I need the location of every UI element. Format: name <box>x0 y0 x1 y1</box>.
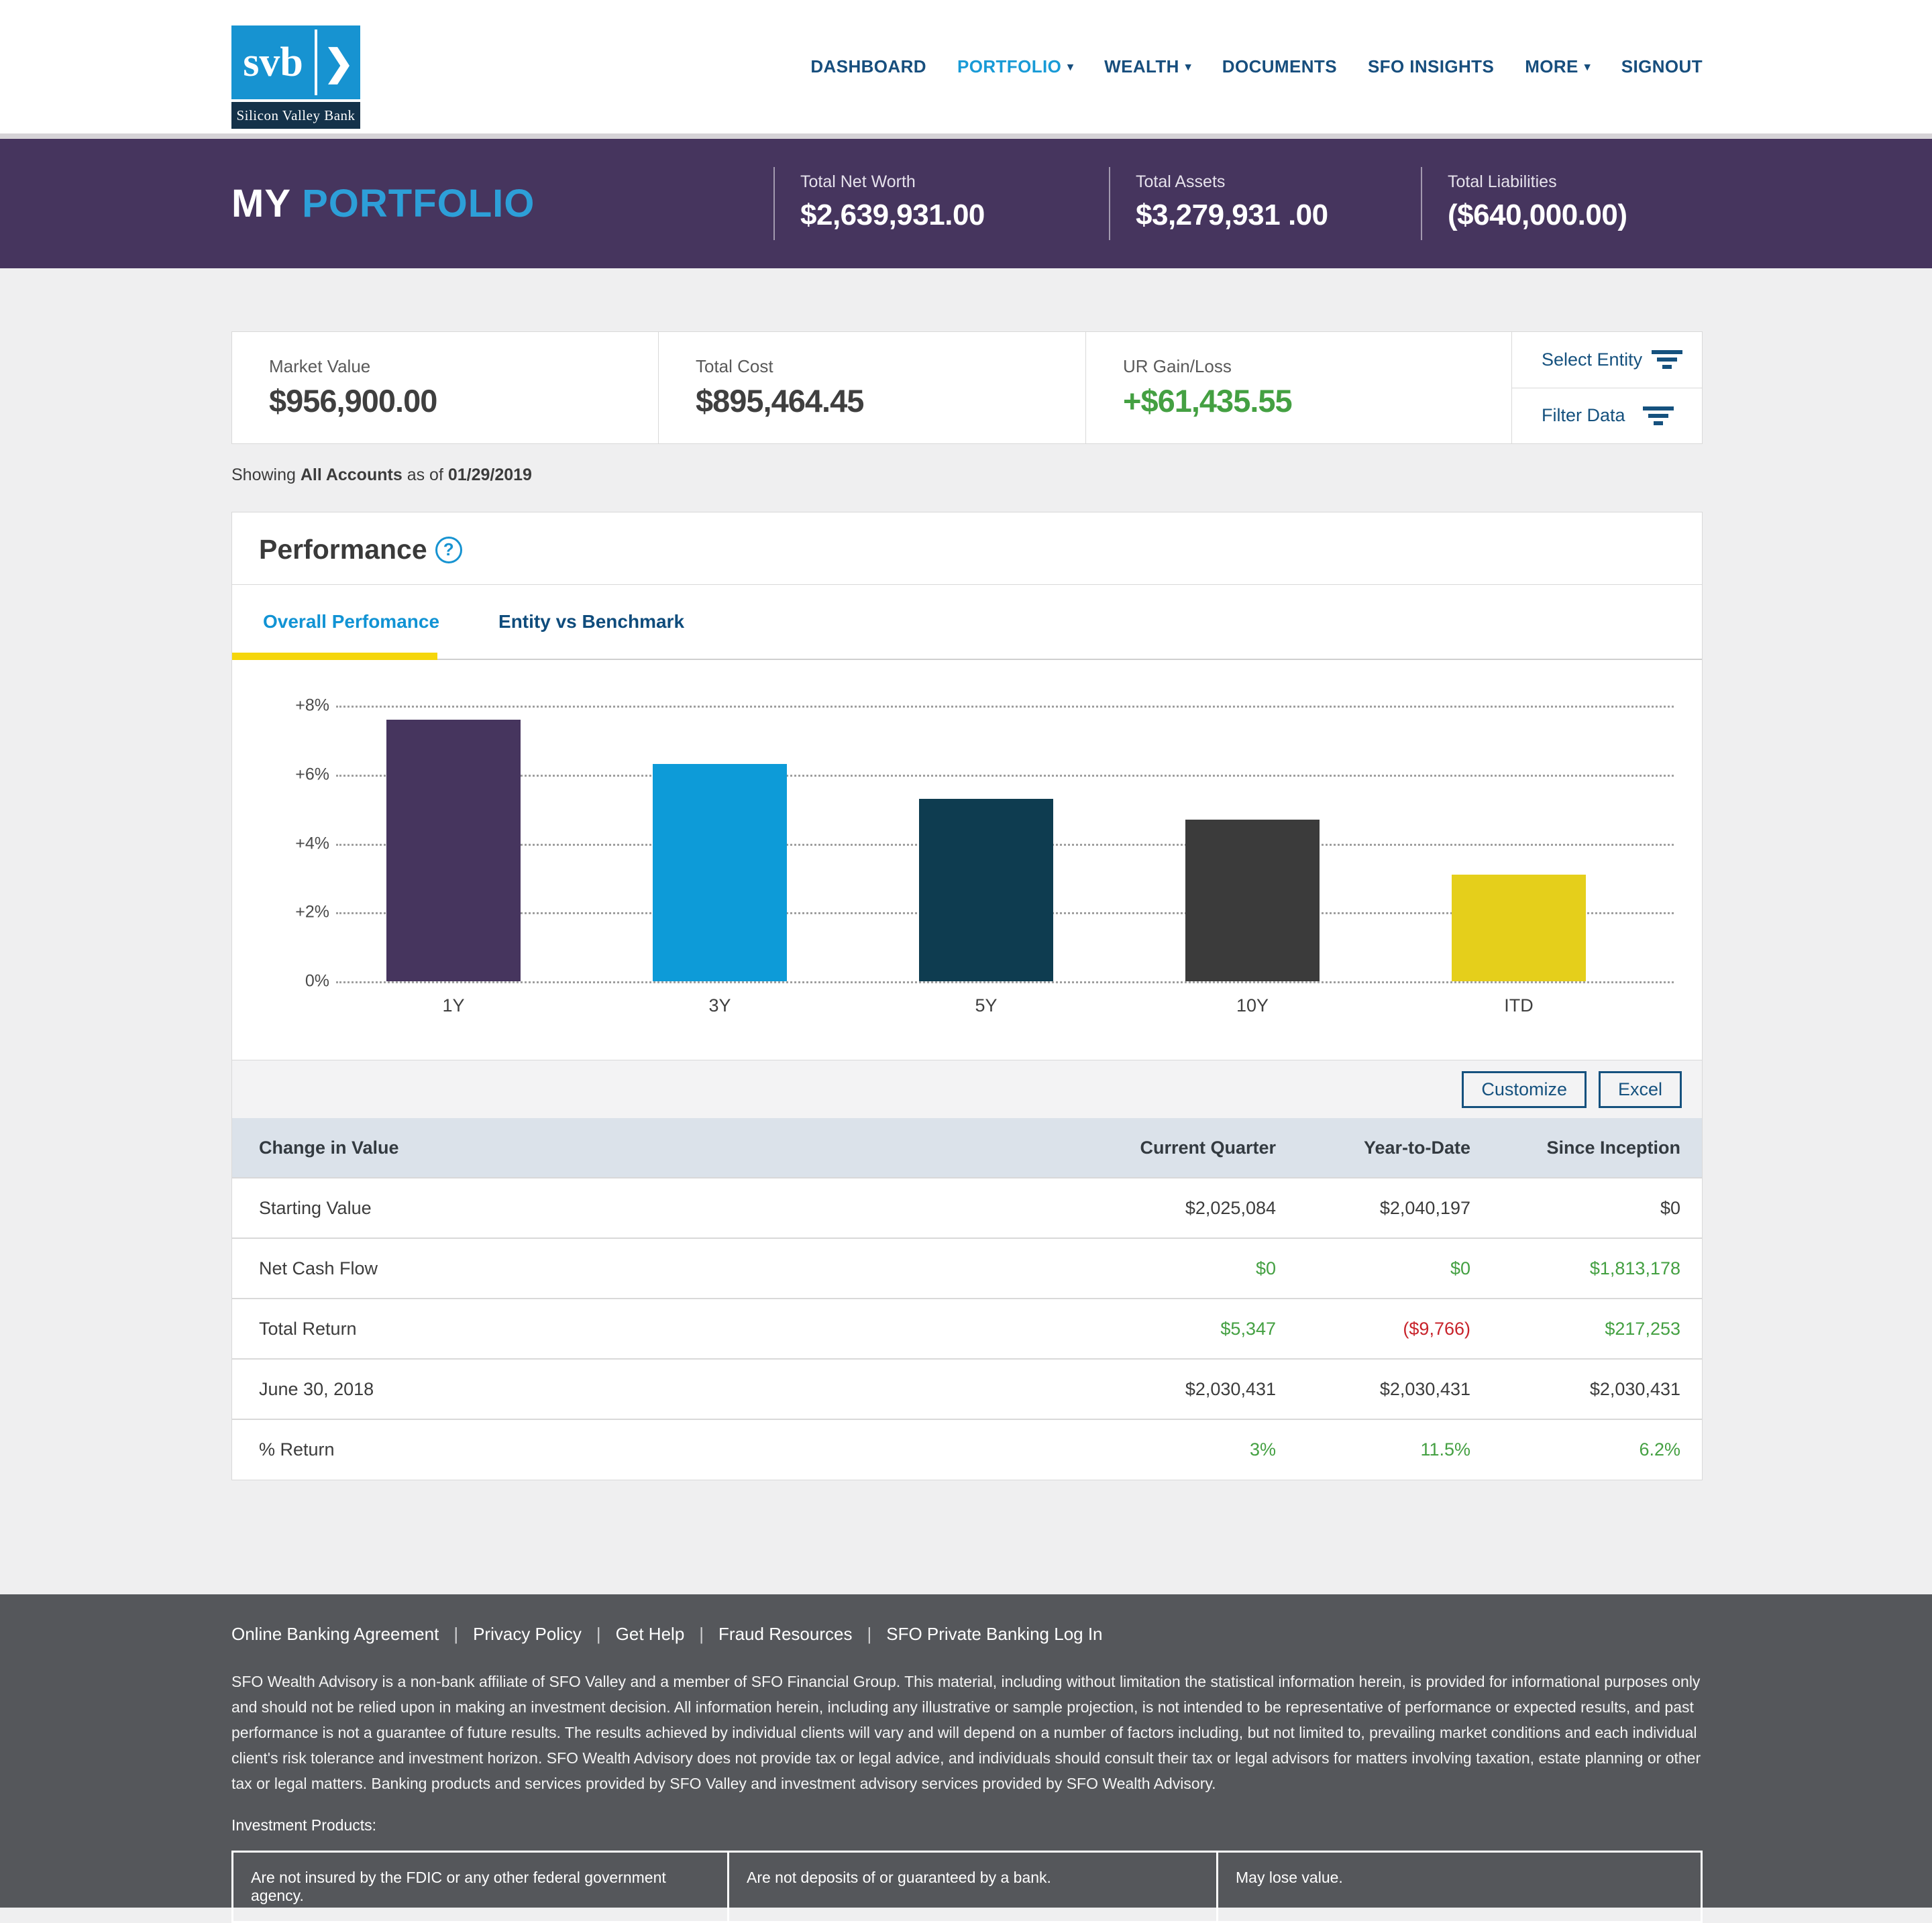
gridline-0% <box>336 981 1674 983</box>
performance-title: Performance <box>259 534 427 565</box>
stat-total-liabilities: Total Liabilities ($640,000.00) <box>1421 167 1703 240</box>
investment-products-label: Investment Products: <box>231 1816 377 1834</box>
y-axis-tick-label: +8% <box>295 696 329 715</box>
table-row: June 30, 2018 $2,030,431 $2,030,431 $2,0… <box>232 1358 1702 1419</box>
col-header-year-to-date: Year-to-Date <box>1283 1118 1477 1178</box>
primary-nav: DASHBOARD PORTFOLIO ▾ WEALTH ▾ DOCUMENTS… <box>810 0 1703 139</box>
nav-item-signout[interactable]: SIGNOUT <box>1621 56 1703 76</box>
svb-logo-divider <box>315 30 317 95</box>
disclosure-cell: May lose value. <box>1216 1853 1701 1921</box>
col-header-since-inception: Since Inception <box>1477 1118 1702 1178</box>
performance-panel: Performance ? Overall Perfomance Entity … <box>231 512 1703 1480</box>
y-axis-tick-label: +6% <box>295 765 329 784</box>
tab-entity-vs-benchmark[interactable]: Entity vs Benchmark <box>498 611 685 632</box>
gridline-+8% <box>336 706 1674 708</box>
performance-bar-chart: 0% +2% +4% +6% +8% 1Y 3Y 5Y 10Y ITD <box>232 660 1702 1060</box>
nav-item-wealth[interactable]: WEALTH ▾ <box>1104 56 1191 76</box>
bar-10Y[interactable] <box>1185 819 1320 981</box>
tab-overall-performance[interactable]: Overall Perfomance <box>263 611 440 632</box>
footer-link-fraud-resources[interactable]: Fraud Resources <box>718 1624 853 1644</box>
nav-bottom-strip <box>0 133 1932 139</box>
select-entity-button[interactable]: Select Entity <box>1512 332 1702 388</box>
page-title: MY PORTFOLIO <box>231 182 535 225</box>
nav-item-more[interactable]: MORE ▾ <box>1525 56 1591 76</box>
table-row: Total Return $5,347 ($9,766) $217,253 <box>232 1298 1702 1359</box>
x-axis-label-ITD: ITD <box>1504 995 1534 1015</box>
svb-logo-text: svb <box>243 39 303 85</box>
table-row: % Return 3% 11.5% 6.2% <box>232 1419 1702 1480</box>
performance-tabs: Overall Perfomance Entity vs Benchmark <box>232 585 1702 660</box>
y-axis-tick-label: 0% <box>305 971 329 991</box>
bar-1Y[interactable] <box>386 719 521 981</box>
investment-products-disclosure-table: Are not insured by the FDIC or any other… <box>231 1851 1703 1923</box>
filter-data-button[interactable]: Filter Data <box>1512 387 1702 444</box>
page-footer: Online Banking Agreement | Privacy Policy… <box>0 1594 1932 1923</box>
showing-accounts-status: Showing All Accounts as of 01/29/2019 <box>231 465 532 484</box>
footer-link-online-banking-agreement[interactable]: Online Banking Agreement <box>231 1624 439 1644</box>
performance-panel-header: Performance ? <box>232 512 1702 585</box>
showing-accounts-value: All Accounts <box>300 465 402 484</box>
stat-total-assets: Total Assets $3,279,931 .00 <box>1109 167 1421 240</box>
bar-5Y[interactable] <box>919 798 1053 981</box>
table-toolbar: Customize Excel <box>232 1060 1702 1118</box>
customize-button[interactable]: Customize <box>1462 1070 1587 1108</box>
bar-3Y[interactable] <box>653 764 787 981</box>
nav-item-documents[interactable]: DOCUMENTS <box>1222 56 1337 76</box>
table-row: Net Cash Flow $0 $0 $1,813,178 <box>232 1238 1702 1299</box>
filter-icon <box>1643 406 1674 425</box>
x-axis-label-3Y: 3Y <box>708 995 731 1015</box>
gridline-+6% <box>336 774 1674 777</box>
svb-logo-box: svb ❯ <box>231 25 360 99</box>
card-ur-gain-loss: UR Gain/Loss +$61,435.55 <box>1085 331 1511 444</box>
bar-ITD[interactable] <box>1452 874 1586 981</box>
col-header-change-in-value: Change in Value <box>232 1118 981 1178</box>
stat-total-net-worth: Total Net Worth $2,639,931.00 <box>773 167 1109 240</box>
active-tab-underline <box>232 653 437 660</box>
footer-links: Online Banking Agreement | Privacy Policy… <box>231 1624 1103 1644</box>
table-header-row: Change in Value Current Quarter Year-to-… <box>232 1118 1702 1178</box>
card-total-cost: Total Cost $895,464.45 <box>658 331 1085 444</box>
table-row: Starting Value $2,025,084 $2,040,197 $0 <box>232 1177 1702 1238</box>
y-axis-tick-label: +2% <box>295 902 329 922</box>
disclosure-cell: Are not insured by the FDIC or any other… <box>251 1869 666 1904</box>
summary-cards-row: Market Value $956,900.00 Total Cost $895… <box>231 331 1703 444</box>
nav-item-portfolio[interactable]: PORTFOLIO ▾ <box>953 0 1078 139</box>
help-icon[interactable]: ? <box>435 536 462 563</box>
nav-item-dashboard[interactable]: DASHBOARD <box>810 56 926 76</box>
svb-chevron-icon: ❯ <box>323 42 354 83</box>
chevron-down-icon: ▾ <box>1067 60 1074 73</box>
footer-link-privacy-policy[interactable]: Privacy Policy <box>473 1624 582 1644</box>
svb-logo-tagline: Silicon Valley Bank <box>231 102 360 129</box>
footer-link-sfo-private-banking-login[interactable]: SFO Private Banking Log In <box>886 1624 1103 1644</box>
chevron-down-icon: ▾ <box>1185 60 1191 73</box>
top-navigation-bar: svb ❯ Silicon Valley Bank DASHBOARD PORT… <box>0 0 1932 139</box>
footer-disclaimer: SFO Wealth Advisory is a non-bank affili… <box>231 1673 1701 1792</box>
y-axis-tick-label: +4% <box>295 834 329 853</box>
portfolio-hero-banner: MY PORTFOLIO Total Net Worth $2,639,931.… <box>0 139 1932 268</box>
x-axis-label-1Y: 1Y <box>442 995 465 1015</box>
chevron-down-icon: ▾ <box>1584 60 1591 73</box>
card-market-value: Market Value $956,900.00 <box>231 331 658 444</box>
nav-item-sfo-insights[interactable]: SFO INSIGHTS <box>1367 56 1495 76</box>
excel-export-button[interactable]: Excel <box>1598 1070 1682 1108</box>
disclosure-cell: Are not deposits of or guaranteed by a b… <box>727 1853 1216 1921</box>
change-in-value-table: Change in Value Current Quarter Year-to-… <box>232 1118 1702 1480</box>
svb-logo[interactable]: svb ❯ Silicon Valley Bank <box>231 25 360 129</box>
card-actions-column: Select Entity Filter Data <box>1511 331 1703 444</box>
hero-stats: Total Net Worth $2,639,931.00 Total Asse… <box>773 167 1703 240</box>
showing-as-of-date: 01/29/2019 <box>447 465 532 484</box>
x-axis-label-10Y: 10Y <box>1236 995 1269 1015</box>
col-header-current-quarter: Current Quarter <box>981 1118 1283 1178</box>
footer-link-get-help[interactable]: Get Help <box>615 1624 685 1644</box>
x-axis-label-5Y: 5Y <box>975 995 998 1015</box>
filter-icon <box>1652 350 1683 370</box>
